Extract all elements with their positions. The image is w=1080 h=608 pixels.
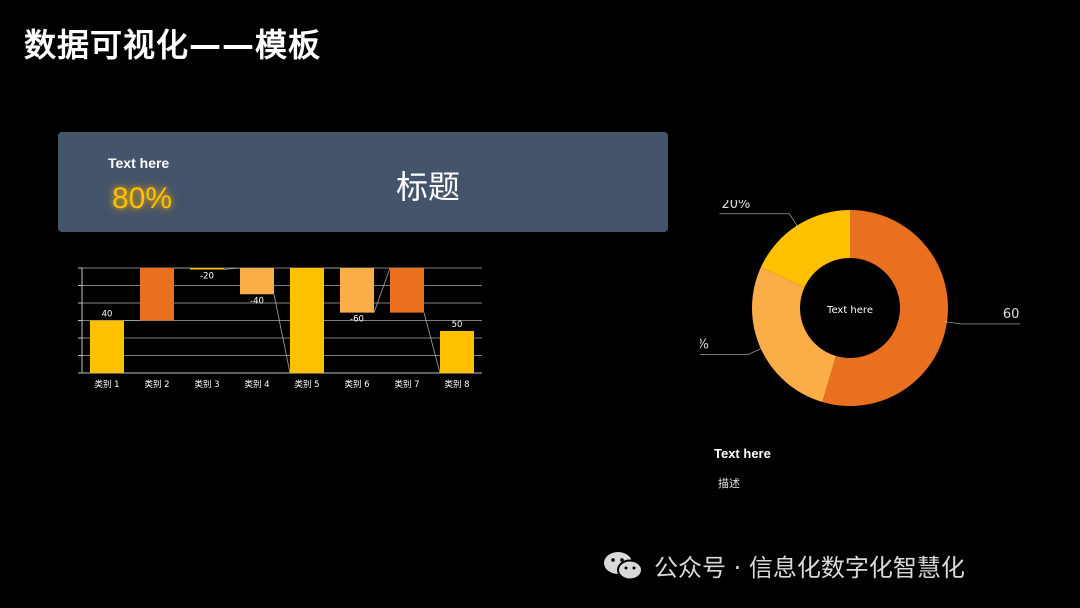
banner-kpi-value: 80%: [112, 182, 173, 215]
data-label: -40: [250, 296, 264, 306]
banner-label: Text here: [108, 155, 170, 171]
waterfall-bar: [140, 268, 174, 321]
x-tick-label: 类别 6: [344, 379, 369, 390]
connector-line: [273, 294, 291, 374]
waterfall-bar: [190, 268, 224, 270]
donut-slice: [752, 267, 836, 403]
data-label: -20: [200, 271, 214, 281]
header-banner: Text here 80% 标题: [58, 132, 668, 232]
banner-heading: 标题: [396, 168, 461, 206]
donut-slice: [822, 210, 949, 406]
wechat-icon: [604, 551, 643, 580]
x-tick-label: 类别 8: [444, 379, 469, 390]
footer-text: 公众号 · 信息化数字化智慧化: [654, 554, 965, 582]
x-tick-label: 类别 2: [144, 379, 169, 390]
page-title: 数据可视化——模板: [24, 26, 322, 64]
connector-line: [373, 267, 391, 313]
donut-slices: [752, 210, 949, 406]
donut-center-label: Text here: [826, 305, 873, 316]
waterfall-connectors: [124, 267, 441, 374]
side-text-title: Text here: [714, 446, 771, 461]
footer-watermark: 公众号 · 信息化数字化智慧化: [602, 548, 965, 583]
side-text-desc: 描述: [718, 477, 740, 490]
data-label: 50: [452, 320, 463, 330]
slice-label: 20%: [721, 200, 750, 212]
donut-leader-lines: [700, 213, 1020, 355]
waterfall-bar: [390, 268, 424, 313]
waterfall-bars: [90, 268, 474, 373]
connector-line: [223, 267, 241, 270]
connector-line: [423, 312, 441, 374]
donut-slice: [760, 210, 850, 288]
x-tick-label: 类别 4: [244, 379, 269, 390]
donut-chart: 60% 30% 20% Text here: [700, 200, 1020, 406]
x-tick-label: 类别 7: [394, 379, 419, 390]
waterfall-bar: [340, 268, 374, 313]
waterfall-bar: [290, 268, 324, 373]
waterfall-data-labels: 40 -20 -40 -60 50: [102, 271, 463, 330]
slice-label: 30%: [700, 338, 709, 353]
waterfall-x-ticks: 类别 1 类别 2 类别 3 类别 4 类别 5 类别 6 类别 7 类别 8: [94, 379, 469, 390]
slice-label: 60%: [1003, 307, 1020, 322]
x-tick-label: 类别 3: [194, 379, 219, 390]
waterfall-bar: [440, 331, 474, 373]
leader-line: [719, 213, 800, 230]
waterfall-bar: [240, 268, 274, 295]
x-tick-label: 类别 1: [94, 379, 119, 390]
x-tick-label: 类别 5: [294, 379, 319, 390]
data-label: -60: [350, 315, 364, 325]
donut-slice-labels: 60% 30% 20%: [700, 200, 1020, 353]
leader-line: [700, 346, 765, 355]
waterfall-bar: [90, 320, 124, 373]
leader-line: [943, 321, 1020, 325]
data-label: 40: [102, 310, 113, 320]
